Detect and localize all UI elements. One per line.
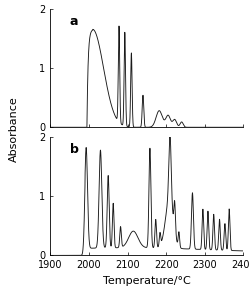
Text: Absorbance: Absorbance xyxy=(9,96,19,162)
X-axis label: Temperature/°C: Temperature/°C xyxy=(102,276,190,286)
Text: a: a xyxy=(69,15,78,28)
Text: b: b xyxy=(69,143,78,156)
